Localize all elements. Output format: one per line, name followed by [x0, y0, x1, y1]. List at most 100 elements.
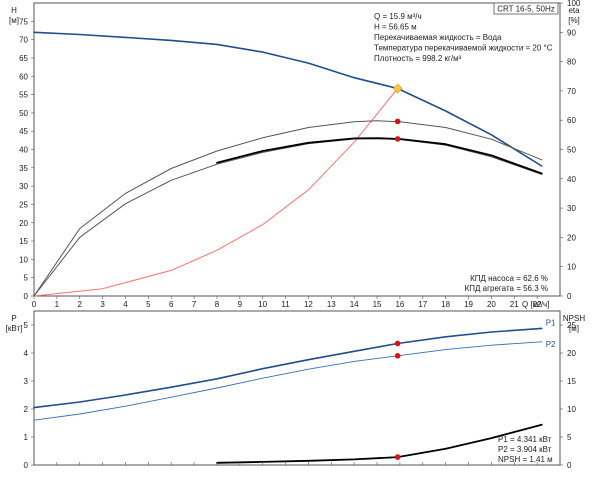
- right-tick-label: 90: [567, 28, 576, 37]
- series-label: P2: [546, 340, 556, 349]
- left-axis-unit: [м]: [9, 16, 19, 25]
- right-tick-label: 20: [567, 233, 576, 242]
- right-tick-label: 10: [567, 405, 576, 414]
- left-tick-label: 2: [24, 405, 29, 414]
- x-tick-label: 14: [350, 300, 359, 309]
- x-tick-label: 0: [32, 300, 37, 309]
- duty-point-marker: [392, 83, 403, 94]
- left-tick-label: 10: [19, 255, 28, 264]
- right-tick-label: 70: [567, 87, 576, 96]
- operating-point-marker: [394, 353, 401, 359]
- right-tick-label: 10: [567, 263, 576, 272]
- right-axis-title: NPSH: [563, 314, 585, 323]
- left-tick-label: 65: [19, 54, 28, 63]
- x-tick-label: 5: [146, 300, 151, 309]
- left-axis-title: P: [11, 314, 16, 323]
- left-tick-label: 20: [19, 219, 28, 228]
- info-line: Плотность = 998.2 кг/м³: [374, 54, 462, 63]
- x-tick-label: 4: [123, 300, 128, 309]
- x-tick-label: 19: [464, 300, 473, 309]
- left-tick-label: 1: [24, 433, 29, 442]
- left-tick-label: 55: [19, 91, 28, 100]
- left-tick-label: 35: [19, 164, 28, 173]
- left-tick-label: 60: [19, 72, 28, 81]
- left-tick-label: 25: [19, 200, 28, 209]
- right-axis-title: eta: [568, 6, 580, 15]
- x-tick-label: 15: [373, 300, 382, 309]
- left-tick-label: 0: [24, 292, 29, 301]
- right-tick-label: 40: [567, 175, 576, 184]
- plot-frame-1: [33, 310, 561, 466]
- info-line-bottom: P2 = 3.904 кВт: [498, 445, 552, 454]
- x-tick-label: 21: [510, 300, 519, 309]
- left-tick-label: 3: [24, 377, 29, 386]
- x-tick-label: 13: [327, 300, 336, 309]
- title-box: [493, 2, 559, 15]
- x-tick-label: 6: [169, 300, 174, 309]
- right-tick-label: 5: [567, 433, 572, 442]
- right-tick-label: 30: [567, 204, 576, 213]
- info-line: Q = 15.9 м³/ч: [374, 12, 422, 21]
- right-axis-unit: [м]: [569, 324, 579, 333]
- series-line-1-2: [216, 423, 543, 464]
- info-line: H = 56.65 м: [374, 23, 417, 32]
- left-axis-unit: [кВт]: [6, 324, 23, 333]
- left-tick-label: 50: [19, 109, 28, 118]
- left-tick-label: 70: [19, 36, 28, 45]
- x-axis-title: Q [м³/ч]: [522, 300, 549, 309]
- right-tick-label: 0: [567, 292, 572, 301]
- x-tick-label: 8: [215, 300, 220, 309]
- left-axis-title: H: [11, 6, 17, 15]
- x-tick-label: 11: [281, 300, 290, 309]
- series-line-1-0: [33, 327, 543, 409]
- left-tick-label: 15: [19, 237, 28, 246]
- series-line-0-1: [33, 88, 399, 297]
- right-tick-label: 0: [567, 461, 572, 470]
- x-tick-label: 3: [100, 300, 105, 309]
- left-tick-label: 45: [19, 127, 28, 136]
- series-label: P1: [546, 318, 556, 327]
- left-tick-label: 0: [24, 461, 29, 470]
- right-tick-label: 15: [567, 377, 576, 386]
- x-tick-label: 9: [238, 300, 243, 309]
- info-line: Перекачиваемая жидкость = Вода: [374, 33, 502, 42]
- x-tick-label: 17: [418, 300, 427, 309]
- x-tick-label: 7: [192, 300, 197, 309]
- right-tick-label: 60: [567, 116, 576, 125]
- right-tick-label: 25: [567, 321, 576, 330]
- operating-point-marker: [394, 454, 401, 460]
- series-line-0-3: [33, 138, 543, 297]
- left-tick-label: 5: [24, 274, 29, 283]
- x-tick-label: 16: [395, 300, 404, 309]
- right-tick-label: 100: [567, 0, 581, 8]
- efficiency-label: КПД насоса = 62.6 %: [470, 274, 548, 283]
- right-tick-label: 50: [567, 146, 576, 155]
- left-tick-label: 4: [24, 349, 29, 358]
- right-tick-label: 80: [567, 58, 576, 67]
- left-tick-label: 30: [19, 182, 28, 191]
- left-tick-label: 75: [19, 17, 28, 26]
- series-line-0-0: [33, 31, 543, 167]
- series-line-0-4: [216, 137, 543, 175]
- x-tick-label: 1: [55, 300, 60, 309]
- operating-point-marker: [394, 340, 401, 347]
- info-line-bottom: P1 = 4.341 кВт: [498, 435, 552, 444]
- left-tick-label: 5: [24, 321, 29, 330]
- info-line-bottom: NPSH = 1.41 м: [498, 455, 553, 464]
- x-tick-label: 2: [78, 300, 83, 309]
- info-line: Температура перекачиваемой жидкости = 20…: [374, 44, 553, 53]
- right-tick-label: 20: [567, 349, 576, 358]
- left-tick-label: 40: [19, 146, 28, 155]
- series-line-1-1: [33, 341, 543, 421]
- operating-point-marker: [394, 136, 401, 142]
- x-tick-label: 20: [487, 300, 496, 309]
- x-tick-label: 18: [441, 300, 450, 309]
- x-tick-label: 22: [533, 300, 542, 309]
- chart-title: CRT 16-5, 50Hz: [497, 5, 555, 14]
- efficiency-label: КПД агрегата = 56.3 %: [465, 284, 548, 293]
- operating-point-marker: [394, 118, 401, 125]
- x-tick-label: 12: [304, 300, 313, 309]
- right-axis-unit: [%]: [568, 16, 580, 25]
